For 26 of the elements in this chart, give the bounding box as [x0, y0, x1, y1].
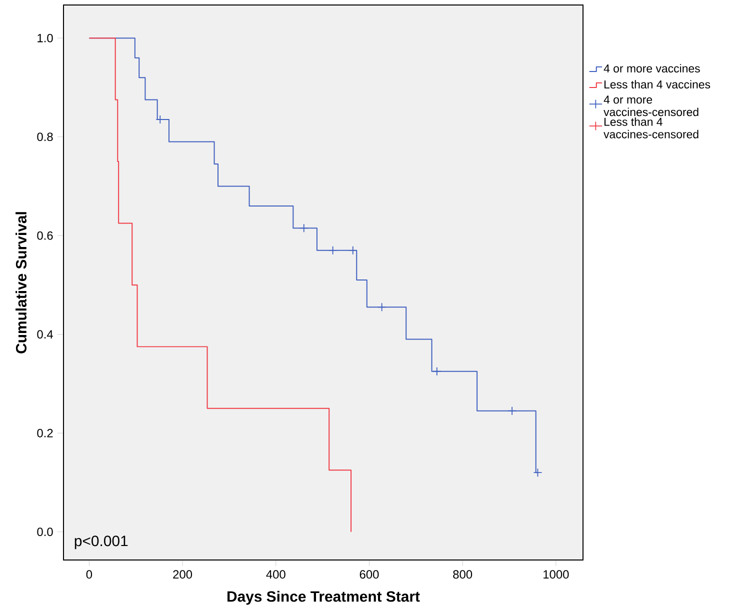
point [533, 468, 542, 478]
x-tick-label: 200 [173, 570, 192, 579]
legend-label: 4 or more vaccines-censored [604, 96, 698, 116]
y-tick-label: 0.0 [37, 528, 53, 536]
legend-label: Less than 4 vaccines-censored [604, 117, 698, 138]
point [508, 406, 517, 416]
y-tick-label: 1.0 [38, 34, 53, 42]
point [348, 246, 358, 255]
y-tick-label: 0.8 [37, 132, 53, 142]
x-tick-label: 0 [86, 570, 92, 579]
x-tick-label: 600 [360, 570, 379, 579]
legend-label: 4 or more vaccines [604, 64, 700, 73]
y-tick-label: 0.6 [37, 231, 53, 240]
point [377, 302, 386, 312]
x-tick-label: 400 [266, 570, 286, 579]
x-tick-label: 800 [453, 570, 472, 579]
point [328, 246, 338, 255]
y-tick-label: 0.4 [37, 330, 53, 339]
annotation: p<0.001 [74, 536, 128, 550]
legend-label: Less than 4 vaccines [604, 80, 710, 88]
y-tick-label: 0.2 [37, 428, 53, 438]
y-axis-title: Cumulative Survival [16, 212, 27, 354]
point [432, 366, 442, 376]
point [299, 224, 308, 233]
x-axis-title: Days Since Treatment Start [227, 590, 420, 605]
x-tick-label: 1000 [544, 570, 569, 579]
